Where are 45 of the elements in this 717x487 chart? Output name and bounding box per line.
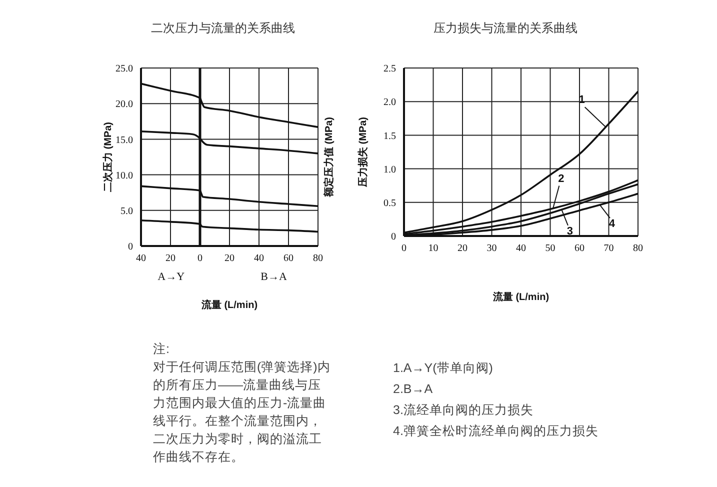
y-tick-label: 1.0 [384, 164, 396, 176]
x-tick-label: 40 [136, 253, 146, 264]
text: 3.流经单向阀的压力损失 [393, 402, 534, 419]
x-tick-label: 20 [458, 243, 468, 254]
y-axis-title: 二次压力 (MPa) [102, 122, 114, 192]
annotation: 3 [566, 225, 574, 238]
y-tick-label: 1.5 [384, 130, 396, 142]
x-tick-label: 20 [224, 253, 234, 264]
y-tick-label: 10.0 [116, 170, 133, 182]
annotation: 4 [608, 218, 616, 230]
x-axis-title: 流量 (L/min) [200, 299, 258, 311]
x-tick-label: 20 [166, 253, 176, 264]
y-tick-label: 2.0 [384, 97, 396, 108]
y-tick-label: 5.0 [120, 206, 133, 217]
x-tick-label: 60 [284, 253, 294, 264]
x-tick-label: 80 [313, 253, 323, 264]
text: 4.弹簧全松时流经单向阀的压力损失 [393, 423, 600, 440]
y-tick-label: 25.0 [116, 64, 133, 75]
x-tick-label: 30 [486, 243, 497, 254]
y-tick-label: 0.5 [384, 198, 396, 209]
y2-axis-title: 额定压力值 (MPa) [323, 117, 335, 198]
x-tick-label: 80 [633, 243, 643, 254]
text: A→Y [158, 271, 185, 283]
x-tick-label: 50 [545, 243, 556, 254]
x-tick-label: 70 [604, 243, 614, 254]
text: 2.B→A [393, 381, 434, 398]
x-axis-title: 流量 (L/min) [492, 291, 550, 303]
y-axis-title: 压力损失 (MPa) [357, 117, 369, 188]
x-tick-label: 0 [198, 253, 202, 264]
annotation: 2 [558, 172, 564, 185]
x-tick-label: 10 [428, 243, 438, 254]
x-tick-label: 0 [402, 243, 406, 254]
chart-title: 压力损失与流量的关系曲线 [432, 20, 578, 37]
text: 1.A→Y(带单向阀) [393, 360, 494, 377]
y-tick-label: 0 [391, 232, 396, 243]
y-tick-label: 20.0 [116, 99, 133, 110]
text: 注: [153, 341, 170, 358]
x-tick-label: 40 [254, 253, 264, 264]
x-tick-label: 40 [516, 243, 526, 254]
text: 对于任何调压范围(弹簧选择)内的所有压力——流量曲线与压力范围内最大值的压力-流量曲线平行。在整个流量范围内，二次压力为零时，阀的溢流工作曲线不存在。 [153, 359, 331, 466]
y-tick-label: 2.5 [384, 64, 396, 75]
chart-title: 二次压力与流量的关系曲线 [150, 20, 296, 37]
x-tick-label: 60 [574, 243, 584, 254]
y-tick-label: 15.0 [116, 134, 133, 146]
text: B→A [260, 271, 287, 283]
